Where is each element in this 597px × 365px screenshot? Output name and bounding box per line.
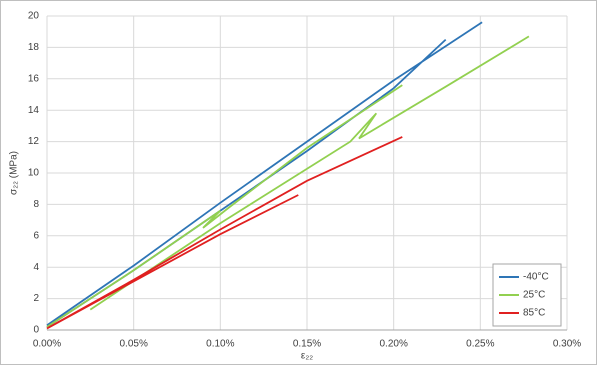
x-tick-label: 0.00% bbox=[33, 339, 61, 350]
x-axis-label: ε₂₂ bbox=[301, 351, 313, 362]
legend-label: -40°C bbox=[523, 272, 549, 283]
x-tick-label: 0.25% bbox=[466, 339, 494, 350]
x-tick-label: 0.15% bbox=[293, 339, 321, 350]
y-tick-label: 4 bbox=[33, 262, 39, 273]
y-tick-label: 2 bbox=[33, 293, 39, 304]
x-tick-label: 0.30% bbox=[553, 339, 581, 350]
y-tick-label: 16 bbox=[28, 73, 40, 84]
y-tick-label: 18 bbox=[28, 42, 40, 53]
x-tick-label: 0.10% bbox=[206, 339, 234, 350]
y-tick-label: 20 bbox=[28, 11, 40, 22]
x-tick-label: 0.20% bbox=[379, 339, 407, 350]
series-line bbox=[46, 35, 530, 328]
y-tick-label: 0 bbox=[33, 325, 39, 336]
y-tick-label: 14 bbox=[28, 105, 40, 116]
legend-label: 25°C bbox=[523, 290, 545, 301]
x-tick-label: 0.05% bbox=[119, 339, 147, 350]
y-axis-label: σ₂₂ (MPa) bbox=[9, 151, 20, 195]
series-line bbox=[46, 136, 403, 330]
y-tick-label: 10 bbox=[28, 168, 40, 179]
legend-label: 85°C bbox=[523, 308, 545, 319]
y-tick-label: 8 bbox=[33, 199, 39, 210]
y-tick-label: 12 bbox=[28, 136, 40, 147]
y-tick-label: 6 bbox=[33, 230, 39, 241]
